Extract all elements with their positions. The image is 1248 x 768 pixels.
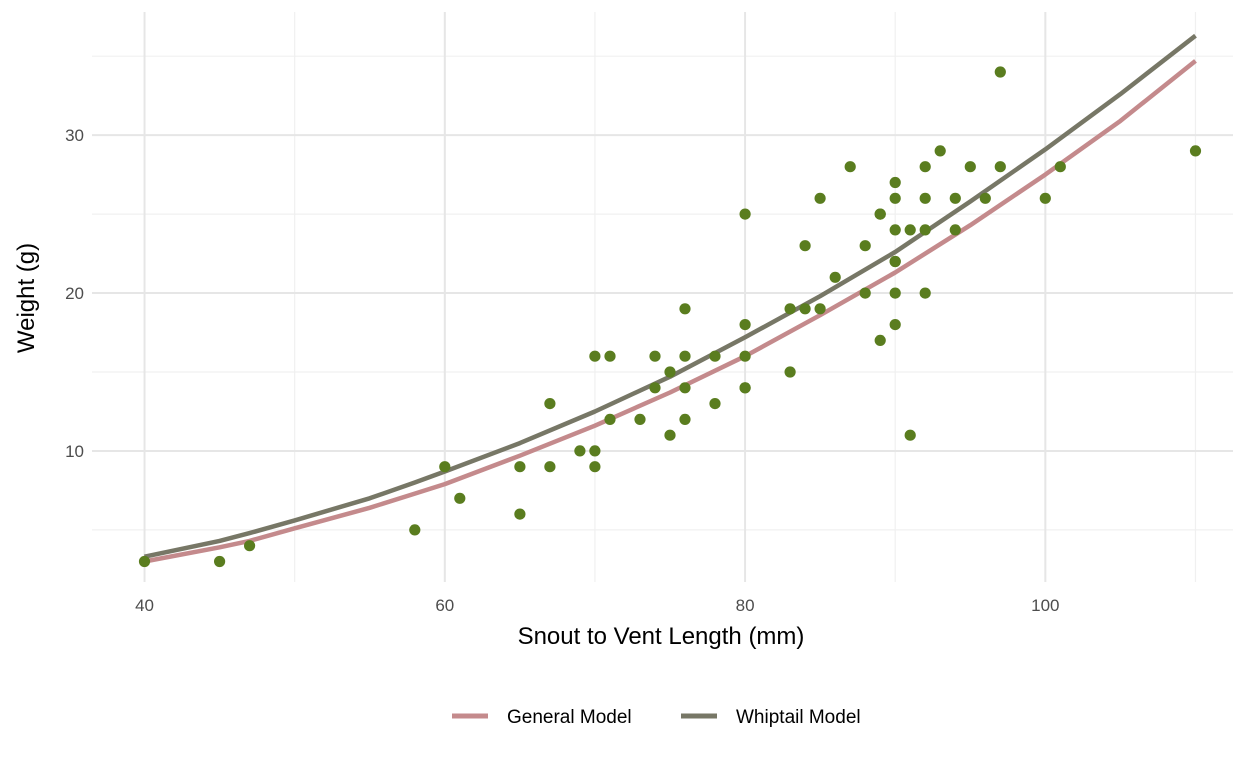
model-lines — [144, 33, 1197, 564]
data-point — [589, 445, 601, 457]
data-point — [604, 350, 616, 362]
data-point — [544, 461, 556, 473]
x-tick-label: 60 — [435, 596, 454, 615]
data-point — [739, 319, 751, 331]
data-point — [994, 161, 1006, 173]
data-point — [634, 413, 646, 425]
data-point — [409, 524, 421, 536]
data-point — [799, 240, 811, 252]
data-point — [859, 287, 871, 299]
data-point — [874, 208, 886, 220]
data-point — [664, 429, 676, 441]
data-point — [904, 429, 916, 441]
data-point — [934, 145, 946, 157]
data-point — [889, 224, 901, 236]
data-point — [679, 303, 691, 315]
data-point — [949, 192, 961, 204]
data-point — [439, 461, 451, 473]
data-point — [1189, 145, 1202, 157]
data-point — [589, 350, 601, 362]
data-point — [739, 208, 751, 220]
general-model-line — [144, 59, 1197, 564]
data-point — [814, 192, 826, 204]
legend-label-whiptail-model: Whiptail Model — [736, 707, 861, 728]
data-point — [994, 66, 1006, 78]
data-point — [244, 540, 256, 552]
data-point — [214, 555, 226, 568]
data-point — [514, 508, 526, 520]
data-point — [919, 224, 931, 236]
data-point — [889, 176, 901, 189]
y-tick-label: 20 — [65, 284, 84, 303]
data-point — [814, 303, 826, 315]
data-point — [799, 303, 811, 315]
x-tick-label: 40 — [135, 596, 154, 615]
data-point — [889, 255, 901, 268]
data-point — [784, 303, 796, 315]
legend: General Model Whiptail Model — [452, 707, 861, 728]
x-axis-ticks: 40 60 80 100 — [135, 596, 1059, 615]
data-point — [919, 192, 931, 204]
data-point — [889, 192, 901, 204]
data-point — [964, 161, 976, 173]
data-point — [919, 287, 931, 299]
y-axis-ticks: 10 20 30 — [65, 126, 84, 461]
data-point — [574, 445, 586, 457]
legend-label-general-model: General Model — [507, 707, 632, 728]
x-axis-title: Snout to Vent Length (mm) — [518, 623, 805, 650]
data-point — [844, 161, 856, 173]
data-point — [649, 350, 661, 362]
data-point — [589, 461, 601, 473]
data-point — [1054, 161, 1066, 173]
data-points — [138, 66, 1202, 568]
data-point — [649, 382, 661, 394]
data-point — [679, 413, 691, 425]
x-tick-label: 100 — [1031, 596, 1059, 615]
data-point — [514, 461, 526, 473]
data-point — [679, 382, 691, 394]
data-point — [829, 271, 841, 283]
data-point — [604, 413, 616, 425]
y-tick-label: 30 — [65, 126, 84, 145]
data-point — [919, 161, 931, 173]
data-point — [664, 366, 676, 378]
grid-major — [92, 12, 1233, 582]
data-point — [739, 382, 751, 394]
data-point — [889, 287, 901, 299]
y-tick-label: 10 — [65, 442, 84, 461]
grid-minor — [92, 12, 1233, 582]
data-point — [784, 366, 796, 378]
data-point — [544, 398, 556, 410]
data-point — [859, 240, 871, 252]
data-point — [1039, 192, 1051, 204]
data-point — [949, 224, 961, 236]
data-point — [889, 319, 901, 331]
data-point — [679, 350, 691, 362]
whiptail-model-line — [144, 33, 1197, 559]
data-point — [874, 334, 886, 346]
y-axis-title: Weight (g) — [13, 243, 40, 353]
data-point — [739, 350, 751, 362]
data-point — [709, 398, 721, 410]
data-point — [138, 555, 151, 568]
x-tick-label: 80 — [736, 596, 755, 615]
data-point — [709, 350, 721, 362]
data-point — [979, 192, 991, 204]
data-point — [454, 492, 466, 504]
data-point — [904, 224, 916, 236]
